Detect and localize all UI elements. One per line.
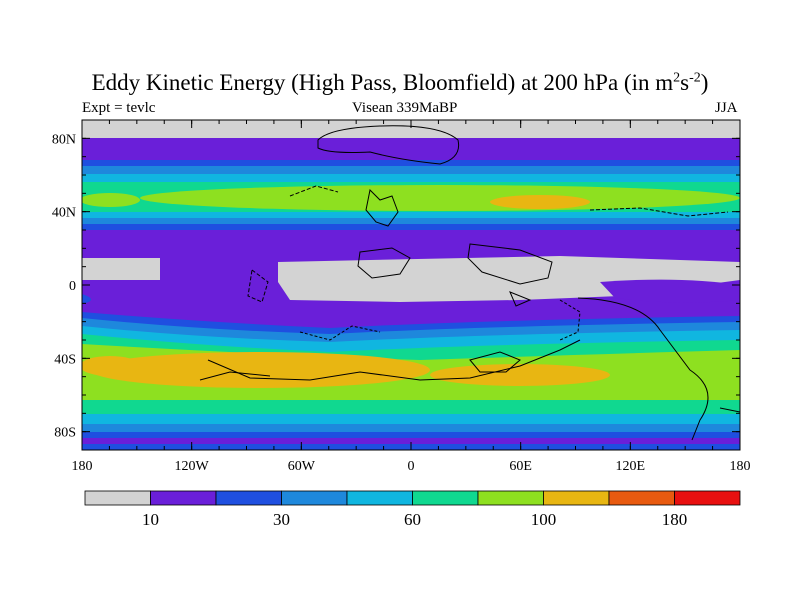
- lat-tick-label: 40S: [54, 352, 76, 367]
- colorbar-swatch: [150, 490, 217, 506]
- energy-field: [82, 120, 740, 450]
- lat-tick-label: 0: [69, 279, 76, 294]
- colorbar-swatch: [346, 490, 413, 506]
- colorbar-label: 180: [662, 510, 688, 529]
- lon-tick-label: 0: [408, 459, 415, 474]
- lon-tick-label: 60E: [509, 459, 532, 474]
- colorbar-swatch: [608, 490, 675, 506]
- colorbar: 10 30 60 100 180: [84, 490, 741, 529]
- experiment-label: Expt = tevlc: [82, 100, 156, 116]
- plot-title: Eddy Kinetic Energy (High Pass, Bloomfie…: [0, 70, 800, 96]
- colorbar-swatch: [674, 490, 741, 506]
- colorbar-label: 60: [404, 510, 421, 529]
- longitude-axis: 180 120W 60W 0 60E 120E 180: [72, 120, 751, 474]
- title-mid: s: [680, 70, 690, 95]
- title-exp2: -2: [689, 70, 701, 86]
- colorbar-swatch: [281, 490, 348, 506]
- lon-tick-label: 180: [730, 459, 751, 474]
- lon-tick-label: 180: [72, 459, 93, 474]
- lat-tick-label: 80S: [54, 426, 76, 441]
- colorbar-label: 10: [142, 510, 159, 529]
- colorbar-swatch: [412, 490, 479, 506]
- lat-tick-label: 80N: [52, 132, 76, 147]
- title-end: ): [700, 70, 709, 95]
- colorbar-label: 100: [531, 510, 557, 529]
- lon-tick-label: 120E: [616, 459, 646, 474]
- title-main: Eddy Kinetic Energy (High Pass, Bloomfie…: [91, 70, 674, 95]
- lon-tick-label: 120W: [175, 459, 210, 474]
- lon-tick-label: 60W: [288, 459, 316, 474]
- lat-tick-label: 40N: [52, 206, 76, 221]
- colorbar-swatch: [477, 490, 544, 506]
- season-label: JJA: [715, 100, 738, 116]
- colorbar-swatch: [84, 490, 151, 506]
- coastlines: [199, 125, 740, 441]
- latitude-axis: 80N 40N 0 40S 80S: [52, 119, 740, 451]
- colorbar-swatch: [543, 490, 610, 506]
- period-label: Visean 339MaBP: [352, 100, 458, 116]
- colorbar-swatch: [215, 490, 282, 506]
- title-exp1: 2: [673, 70, 681, 86]
- colorbar-label: 30: [273, 510, 290, 529]
